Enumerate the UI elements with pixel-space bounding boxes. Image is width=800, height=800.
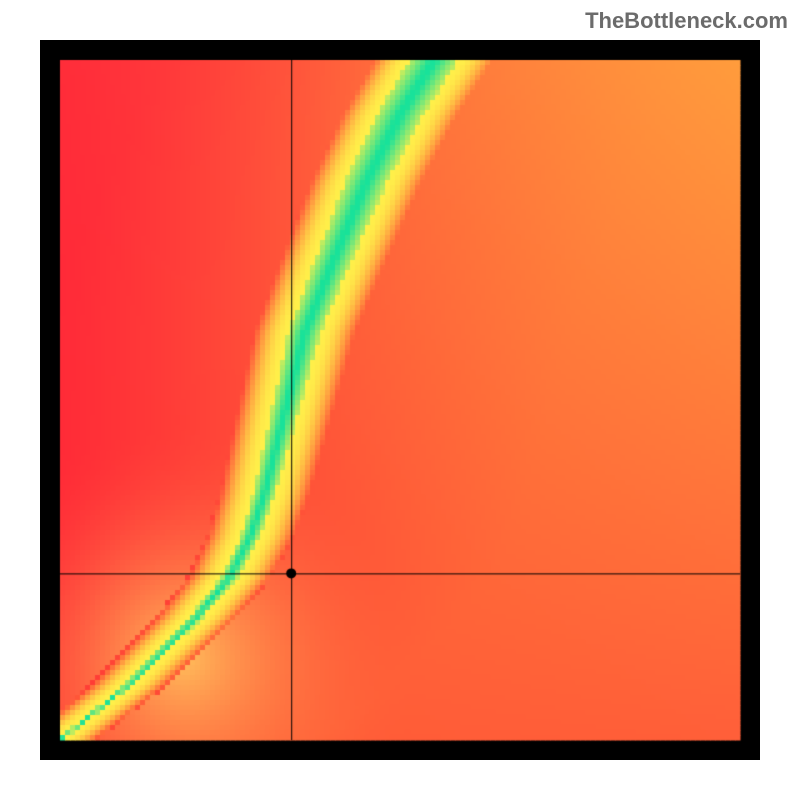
chart-frame [40,40,760,760]
heatmap-canvas [40,40,760,760]
watermark-text: TheBottleneck.com [585,8,788,34]
